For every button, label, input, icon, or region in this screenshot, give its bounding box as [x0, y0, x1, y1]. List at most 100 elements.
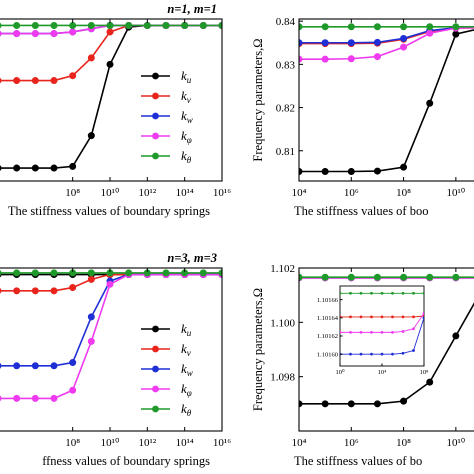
inset-point [380, 352, 384, 356]
data-point [31, 77, 39, 85]
data-point [321, 55, 329, 63]
data-point [199, 269, 207, 277]
series-group [299, 23, 474, 175]
data-point [299, 167, 303, 175]
inset-point [422, 316, 424, 320]
legend-marker [152, 325, 159, 333]
legend-label: kw [181, 108, 193, 125]
series-group [0, 21, 222, 172]
data-point [400, 43, 408, 51]
legend-symbol: k [181, 321, 187, 336]
inset-x-tick-label: 10⁸ [420, 369, 430, 376]
x-tick-label: 10⁶ [344, 187, 359, 199]
legend-subscript: θ [187, 408, 192, 418]
data-point [50, 362, 58, 370]
x-tick-label: 10¹⁶ [213, 187, 231, 199]
data-point [426, 378, 434, 386]
data-point [13, 269, 21, 277]
data-point [106, 60, 114, 68]
inset-point [349, 291, 352, 295]
x-axis-label: The stiffness values of boo [294, 204, 428, 218]
inset-point [380, 291, 384, 295]
data-point [0, 362, 2, 369]
data-point [199, 21, 207, 29]
legend-subscript: u [187, 328, 192, 338]
legend-marker [152, 405, 159, 413]
data-point [347, 400, 355, 408]
legend-symbol: k [181, 341, 187, 356]
x-tick-label: 10¹⁰ [101, 187, 120, 199]
data-point [400, 273, 408, 281]
inset-x-tick-label: 10⁴ [378, 369, 388, 376]
inset-point [349, 315, 352, 319]
legend-label: kv [181, 88, 191, 105]
inset-point [391, 291, 394, 295]
x-tick-label: 10¹⁰ [446, 187, 465, 199]
inset-frame-bg [339, 285, 425, 367]
y-tick-label: 0.83 [276, 59, 296, 71]
data-point [299, 400, 303, 408]
legend-marker [152, 152, 159, 160]
legend-marker [152, 92, 159, 100]
data-point [69, 359, 77, 367]
legend-subscript: u [187, 75, 192, 85]
inset-point [401, 351, 405, 355]
data-point [426, 23, 434, 31]
legend-subscript: w [187, 115, 193, 125]
data-point [13, 287, 21, 295]
data-point [0, 287, 2, 294]
data-point [0, 270, 2, 276]
data-point [87, 313, 95, 321]
data-point [321, 273, 329, 281]
legend-label: kv [181, 341, 191, 358]
inset-y-tick-label: 1.10160 [317, 351, 338, 358]
x-axis-label: The stiffness values of boundary springs [8, 204, 210, 218]
data-point [69, 28, 77, 36]
x-tick-label: 10¹² [139, 437, 157, 449]
data-point [13, 21, 21, 29]
inset-point [359, 352, 363, 356]
inset-point [391, 330, 394, 334]
x-tick-label: 10⁴ [292, 437, 307, 449]
data-point [69, 72, 77, 80]
data-point [299, 23, 303, 31]
inset-point [391, 315, 394, 319]
data-point [87, 275, 95, 283]
data-point [373, 400, 381, 408]
data-point [50, 30, 58, 38]
data-point [321, 400, 329, 408]
x-tick-label: 10⁸ [396, 187, 411, 199]
data-point [452, 23, 460, 31]
y-tick-label: 1.098 [270, 372, 295, 384]
inset-point [412, 315, 415, 319]
data-point [400, 23, 408, 31]
legend-label: ku [181, 321, 192, 338]
data-point [299, 39, 303, 47]
plot-frame [298, 18, 474, 182]
data-point [50, 21, 58, 29]
legend-symbol: k [181, 108, 187, 123]
data-point [0, 395, 2, 402]
data-point [31, 394, 39, 402]
data-point [125, 21, 133, 29]
inset-point [412, 291, 415, 295]
legend-symbol: k [181, 381, 187, 396]
inset-series [340, 291, 424, 356]
inset-point [412, 349, 415, 352]
legend-label: kφ [181, 128, 192, 145]
inset-point [401, 315, 405, 319]
inset-point [349, 330, 352, 334]
data-point [373, 167, 381, 175]
data-point [162, 269, 170, 277]
legend-label: ku [181, 68, 192, 85]
inset-point [340, 330, 342, 334]
data-point [162, 21, 170, 29]
legend-symbol: k [181, 68, 187, 83]
data-point [50, 269, 58, 277]
data-point [347, 167, 355, 175]
legend-marker [152, 112, 159, 120]
data-point [347, 273, 355, 281]
legend-symbol: k [181, 128, 187, 143]
data-point [50, 394, 58, 402]
